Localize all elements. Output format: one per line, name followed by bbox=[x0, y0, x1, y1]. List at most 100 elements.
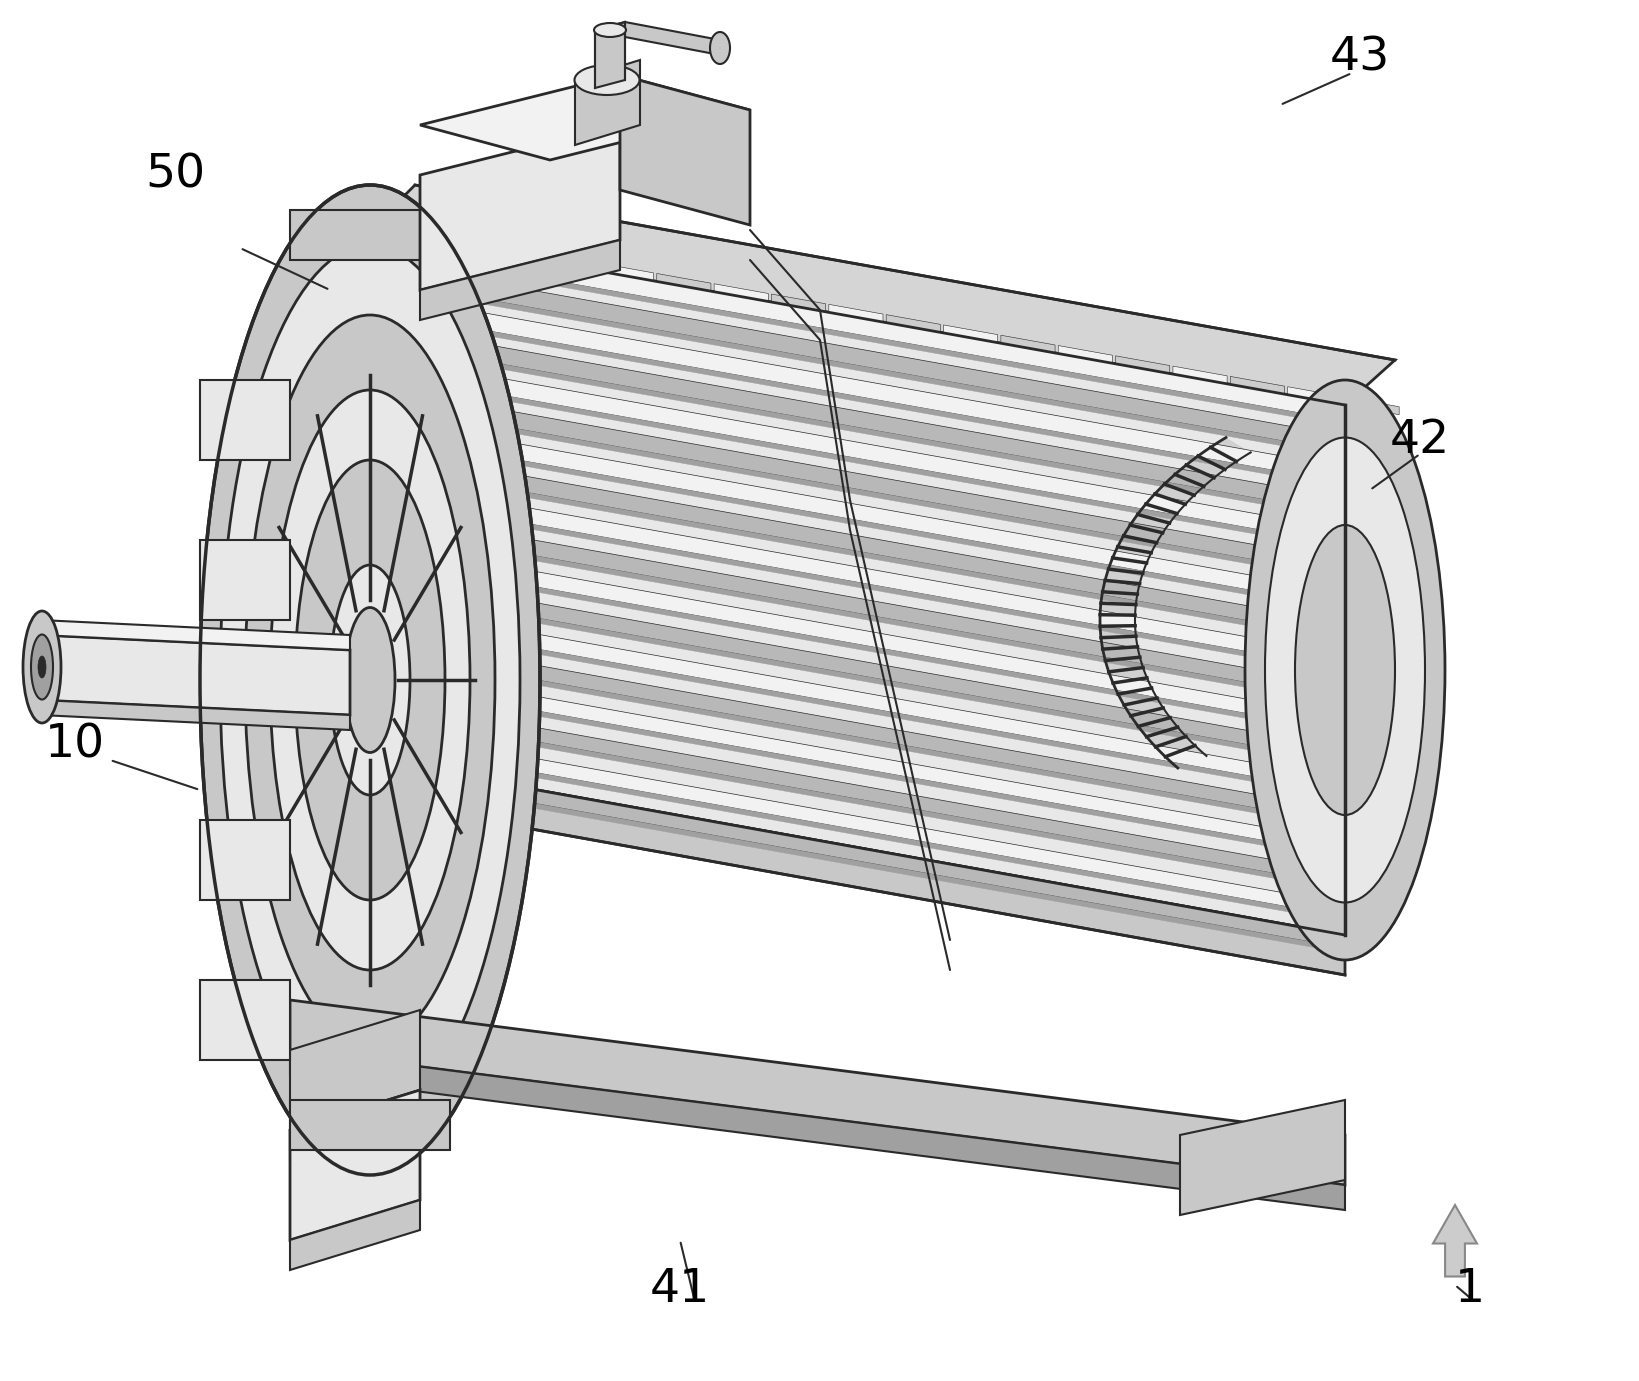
Polygon shape bbox=[370, 558, 1346, 736]
Polygon shape bbox=[600, 264, 654, 280]
Ellipse shape bbox=[329, 565, 410, 795]
Polygon shape bbox=[715, 283, 769, 301]
Polygon shape bbox=[1432, 1206, 1477, 1276]
Polygon shape bbox=[370, 341, 1346, 519]
Polygon shape bbox=[290, 1050, 1346, 1210]
Polygon shape bbox=[887, 315, 941, 333]
Polygon shape bbox=[39, 635, 351, 715]
Polygon shape bbox=[370, 760, 1346, 947]
Ellipse shape bbox=[270, 389, 470, 969]
Polygon shape bbox=[370, 231, 1346, 421]
Polygon shape bbox=[543, 253, 597, 271]
Polygon shape bbox=[944, 325, 998, 342]
Polygon shape bbox=[290, 1000, 1346, 1185]
Polygon shape bbox=[370, 619, 1346, 798]
Polygon shape bbox=[829, 304, 883, 322]
Polygon shape bbox=[370, 697, 1346, 887]
Polygon shape bbox=[370, 323, 1346, 514]
Polygon shape bbox=[290, 1101, 451, 1150]
Ellipse shape bbox=[23, 610, 61, 724]
Text: 1: 1 bbox=[1455, 1268, 1485, 1312]
Polygon shape bbox=[370, 279, 1346, 457]
Polygon shape bbox=[370, 713, 1346, 891]
Polygon shape bbox=[370, 449, 1346, 638]
Polygon shape bbox=[1288, 387, 1342, 405]
Polygon shape bbox=[370, 464, 1346, 644]
Polygon shape bbox=[370, 681, 1346, 860]
Polygon shape bbox=[1346, 396, 1400, 414]
Ellipse shape bbox=[575, 65, 639, 95]
Polygon shape bbox=[200, 380, 290, 460]
Polygon shape bbox=[370, 231, 1346, 935]
Ellipse shape bbox=[1246, 380, 1446, 960]
Polygon shape bbox=[370, 222, 425, 240]
Polygon shape bbox=[370, 403, 1346, 581]
Ellipse shape bbox=[593, 23, 626, 37]
Polygon shape bbox=[370, 185, 1395, 405]
Ellipse shape bbox=[31, 634, 52, 700]
Polygon shape bbox=[1231, 377, 1285, 394]
Polygon shape bbox=[290, 210, 451, 260]
Ellipse shape bbox=[38, 656, 46, 678]
Text: 42: 42 bbox=[1390, 417, 1451, 463]
Polygon shape bbox=[290, 1090, 420, 1240]
Polygon shape bbox=[370, 773, 1346, 953]
Polygon shape bbox=[290, 1090, 420, 1160]
Polygon shape bbox=[370, 588, 1346, 766]
Polygon shape bbox=[370, 434, 1346, 612]
Polygon shape bbox=[290, 1010, 420, 1130]
Text: 41: 41 bbox=[651, 1268, 710, 1312]
Polygon shape bbox=[200, 820, 290, 900]
Polygon shape bbox=[370, 729, 1346, 917]
Polygon shape bbox=[620, 75, 751, 225]
Text: 43: 43 bbox=[1329, 36, 1390, 80]
Polygon shape bbox=[200, 540, 290, 620]
Polygon shape bbox=[420, 126, 620, 290]
Polygon shape bbox=[200, 981, 290, 1061]
Polygon shape bbox=[370, 479, 1346, 668]
Polygon shape bbox=[370, 355, 1346, 545]
Polygon shape bbox=[370, 309, 1346, 487]
Text: 50: 50 bbox=[144, 152, 205, 197]
Polygon shape bbox=[428, 232, 482, 250]
Polygon shape bbox=[420, 75, 751, 160]
Polygon shape bbox=[370, 385, 1346, 576]
Polygon shape bbox=[485, 243, 539, 260]
Polygon shape bbox=[370, 293, 1346, 483]
Polygon shape bbox=[370, 667, 1346, 855]
Polygon shape bbox=[772, 294, 826, 312]
Polygon shape bbox=[370, 573, 1346, 762]
Ellipse shape bbox=[200, 185, 539, 1175]
Ellipse shape bbox=[1295, 525, 1395, 815]
Ellipse shape bbox=[295, 460, 446, 900]
Polygon shape bbox=[575, 59, 639, 145]
Polygon shape bbox=[1001, 336, 1056, 354]
Polygon shape bbox=[39, 620, 351, 650]
Ellipse shape bbox=[220, 244, 520, 1114]
Polygon shape bbox=[370, 541, 1346, 731]
Polygon shape bbox=[370, 743, 1346, 923]
Polygon shape bbox=[370, 511, 1346, 700]
Ellipse shape bbox=[1265, 438, 1424, 903]
Ellipse shape bbox=[344, 608, 395, 753]
Polygon shape bbox=[1059, 345, 1113, 363]
Polygon shape bbox=[290, 1200, 420, 1271]
Ellipse shape bbox=[244, 315, 495, 1045]
Text: 10: 10 bbox=[44, 722, 105, 768]
Ellipse shape bbox=[710, 32, 729, 64]
Polygon shape bbox=[370, 603, 1346, 793]
Polygon shape bbox=[1180, 1101, 1346, 1215]
Polygon shape bbox=[657, 273, 711, 291]
Polygon shape bbox=[39, 700, 351, 731]
Polygon shape bbox=[370, 371, 1346, 550]
Polygon shape bbox=[624, 22, 720, 55]
Polygon shape bbox=[370, 249, 1346, 425]
Polygon shape bbox=[370, 650, 1346, 829]
Polygon shape bbox=[370, 496, 1346, 674]
Polygon shape bbox=[370, 760, 1346, 975]
Polygon shape bbox=[1174, 366, 1228, 384]
Polygon shape bbox=[595, 22, 624, 88]
Polygon shape bbox=[370, 526, 1346, 704]
Polygon shape bbox=[370, 261, 1346, 452]
Polygon shape bbox=[1100, 438, 1251, 768]
